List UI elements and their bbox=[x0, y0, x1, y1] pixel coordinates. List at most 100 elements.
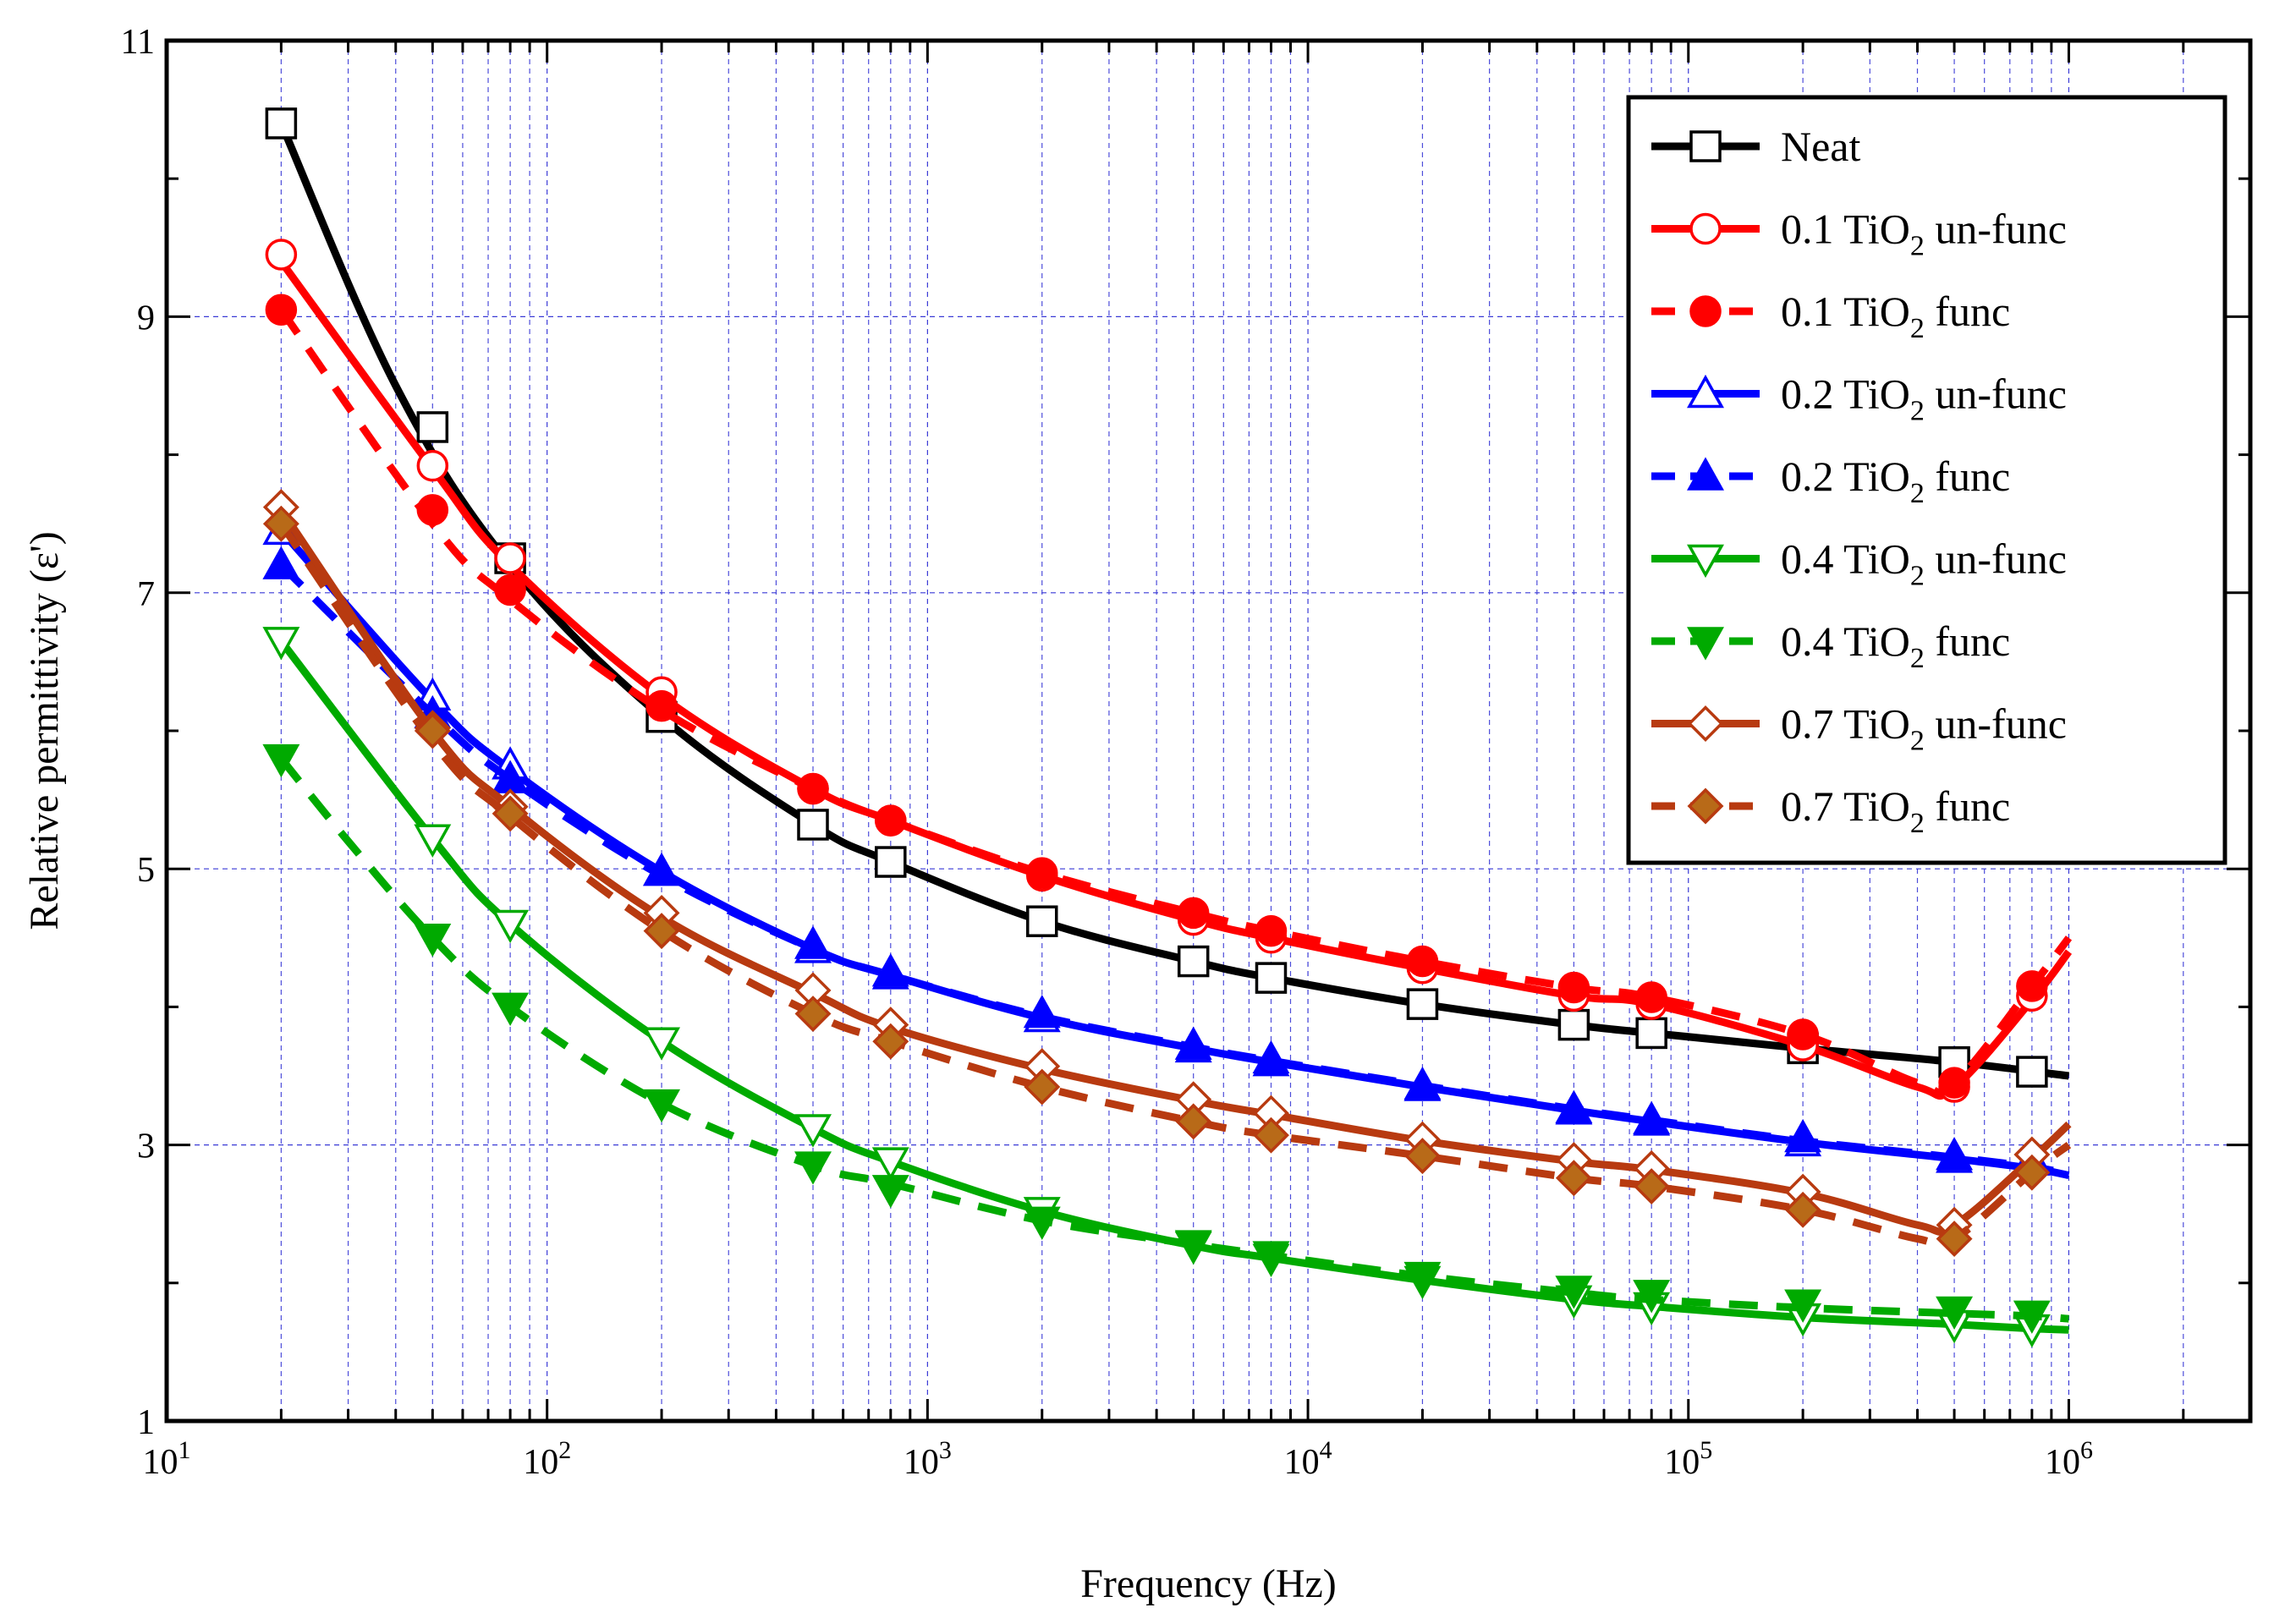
data-point-marker bbox=[1687, 705, 1724, 742]
data-point-marker bbox=[1403, 1066, 1442, 1100]
data-point-marker bbox=[414, 712, 451, 749]
data-point-marker bbox=[2013, 1154, 2051, 1191]
data-point-marker bbox=[1938, 1067, 1970, 1099]
data-point-marker bbox=[871, 1175, 909, 1209]
axis-ticks: 1 3 5 7 9 11 101 102 103 104 105 106 bbox=[121, 23, 2252, 1482]
legend-entry-6: 0.4 TiO2 func bbox=[1651, 617, 2010, 674]
y-tick-label: 1 bbox=[137, 1403, 155, 1442]
legend-label: 0.2 TiO2 func bbox=[1781, 453, 2010, 509]
data-point-marker bbox=[1635, 1017, 1667, 1050]
data-point-marker bbox=[1025, 857, 1058, 889]
data-point-marker bbox=[645, 689, 678, 722]
data-point-marker bbox=[262, 546, 300, 579]
data-point-marker bbox=[1687, 374, 1724, 409]
data-point-marker bbox=[1023, 994, 1061, 1029]
series-4 bbox=[262, 546, 2070, 1178]
data-point-marker bbox=[797, 809, 829, 841]
data-point-marker bbox=[265, 239, 298, 271]
data-point-marker bbox=[1787, 1018, 1819, 1051]
legend-label: Neat bbox=[1781, 123, 1860, 170]
data-point-marker bbox=[643, 852, 681, 886]
x-tick-label: 105 bbox=[1664, 1436, 1712, 1482]
data-point-marker bbox=[643, 913, 680, 950]
data-point-marker bbox=[1177, 945, 1210, 978]
series-line bbox=[277, 521, 2072, 1249]
x-tick-label: 101 bbox=[143, 1436, 191, 1482]
data-point-marker bbox=[1555, 1160, 1592, 1197]
data-point-marker bbox=[1936, 1296, 1974, 1330]
data-point-marker bbox=[1936, 1221, 1973, 1258]
legend-label: 0.7 TiO2 func bbox=[1781, 782, 2010, 839]
data-point-marker bbox=[871, 953, 909, 987]
data-point-marker bbox=[794, 1151, 832, 1185]
data-point-marker bbox=[1557, 1008, 1590, 1041]
x-tick-label: 103 bbox=[904, 1436, 952, 1482]
data-point-marker bbox=[1174, 1026, 1212, 1060]
data-point-marker bbox=[1635, 981, 1667, 1013]
y-tick-label: 9 bbox=[137, 299, 155, 337]
data-point-marker bbox=[262, 627, 300, 661]
data-point-marker bbox=[494, 573, 526, 606]
data-point-marker bbox=[1687, 787, 1724, 825]
data-point-marker bbox=[492, 992, 530, 1026]
data-point-marker bbox=[1784, 1289, 1822, 1323]
x-tick-label: 106 bbox=[2045, 1436, 2093, 1482]
data-point-marker bbox=[1252, 1040, 1290, 1074]
data-point-marker bbox=[1403, 1261, 1442, 1296]
y-tick-label: 5 bbox=[137, 851, 155, 890]
y-axis-title: Relative permittivity (ε') bbox=[22, 531, 67, 930]
data-point-marker bbox=[416, 411, 449, 443]
legend-label: 0.4 TiO2 un-func bbox=[1781, 535, 2067, 592]
data-point-marker bbox=[1689, 130, 1722, 162]
data-point-marker bbox=[1253, 1116, 1289, 1154]
legend: Neat 0.1 TiO2 un-func 0.1 TiO2 func 0.2 TiO… bbox=[1626, 95, 2227, 865]
data-point-marker bbox=[1177, 897, 1210, 930]
legend-label: 0.7 TiO2 un-func bbox=[1781, 700, 2067, 757]
data-point-marker bbox=[414, 924, 452, 957]
series-8 bbox=[262, 505, 2072, 1258]
data-point-marker bbox=[2013, 1300, 2051, 1334]
data-point-marker bbox=[1633, 1100, 1671, 1134]
data-point-marker bbox=[1784, 1191, 1821, 1228]
data-point-marker bbox=[1633, 1168, 1670, 1205]
series-line bbox=[277, 508, 2072, 1236]
x-tick-label: 104 bbox=[1284, 1436, 1332, 1482]
data-point-marker bbox=[875, 846, 907, 878]
series-layer bbox=[262, 107, 2073, 1348]
data-point-marker bbox=[872, 1023, 909, 1060]
data-point-marker bbox=[1784, 1118, 1822, 1153]
legend-entry-3: 0.2 TiO2 un-func bbox=[1651, 370, 2067, 427]
data-point-marker bbox=[1555, 1276, 1593, 1309]
series-line bbox=[277, 307, 2073, 1097]
data-point-marker bbox=[1403, 1138, 1441, 1175]
legend-entry-0: Neat bbox=[1651, 123, 1860, 170]
data-point-marker bbox=[871, 1147, 909, 1181]
legend-entry-8: 0.7 TiO2 func bbox=[1651, 782, 2010, 839]
data-point-marker bbox=[1023, 1206, 1061, 1240]
data-point-marker bbox=[1024, 1068, 1061, 1106]
data-point-marker bbox=[2016, 970, 2048, 1002]
legend-entry-4: 0.2 TiO2 func bbox=[1651, 453, 2010, 509]
series-6 bbox=[262, 743, 2069, 1334]
data-point-marker bbox=[1255, 962, 1288, 994]
legend-entry-2: 0.1 TiO2 func bbox=[1651, 288, 2010, 344]
legend-entry-7: 0.7 TiO2 un-func bbox=[1651, 700, 2067, 757]
data-point-marker bbox=[794, 925, 832, 959]
data-point-marker bbox=[1555, 1089, 1593, 1123]
legend-box bbox=[1626, 95, 2227, 865]
data-point-marker bbox=[1936, 1137, 1974, 1171]
legend-label: 0.1 TiO2 un-func bbox=[1781, 206, 2067, 262]
data-point-marker bbox=[416, 494, 449, 526]
legend-entry-1: 0.1 TiO2 un-func bbox=[1651, 206, 2067, 262]
data-point-marker bbox=[492, 909, 530, 944]
y-tick-label: 11 bbox=[121, 23, 155, 62]
data-point-marker bbox=[265, 294, 298, 326]
data-point-marker bbox=[1687, 544, 1724, 579]
data-point-marker bbox=[494, 542, 526, 574]
y-tick-label: 7 bbox=[137, 575, 155, 614]
data-point-marker bbox=[262, 505, 299, 542]
data-point-marker bbox=[794, 996, 832, 1033]
legend-label: 0.1 TiO2 func bbox=[1781, 288, 2010, 344]
data-point-marker bbox=[1255, 914, 1288, 947]
data-point-marker bbox=[1175, 1103, 1212, 1140]
